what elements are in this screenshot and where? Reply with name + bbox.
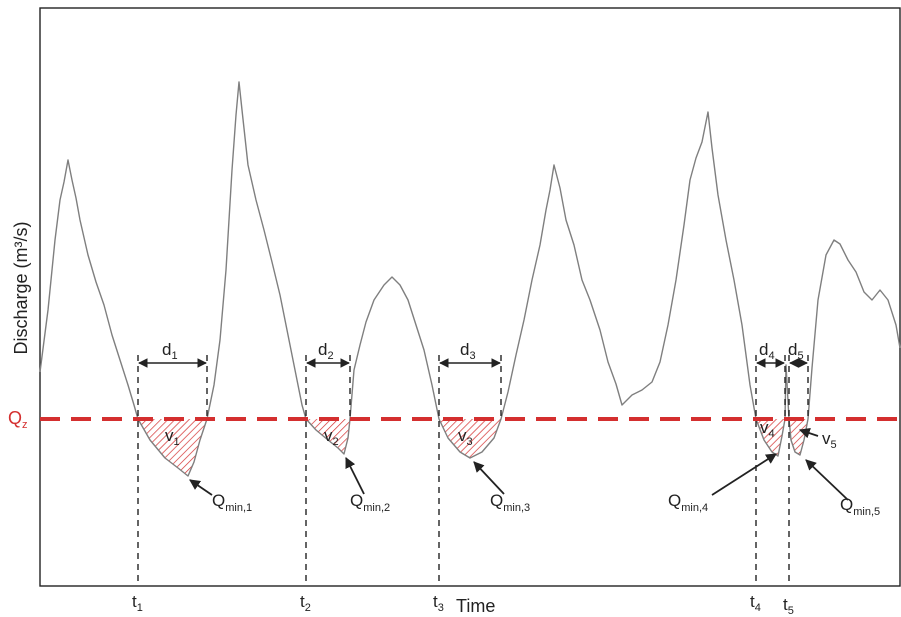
threshold-label: Qz [8,408,28,431]
deficit-area-3 [439,419,501,458]
qmin-label-4: Qmin,4 [668,491,708,514]
deficit-label-3: v3 [458,426,473,448]
deficit-label-2: v2 [324,426,339,448]
qmin-pointer-4 [711,453,777,496]
deficit-area-2 [306,419,350,454]
deficit-area-1 [138,419,207,476]
deficit-label-4: v4 [760,418,775,440]
duration-label-3: d3 [460,340,476,362]
qmin-pointer-3 [473,461,505,495]
deficit-label-1: v1 [165,426,180,448]
time-label-3: t3 [433,592,444,614]
time-label-4: t4 [750,592,761,614]
time-label-5: t5 [783,595,794,617]
time-label-2: t2 [300,592,311,614]
v5-pointer [798,427,819,439]
qmin-label-1: Qmin,1 [212,491,252,514]
duration-label-1: d1 [162,340,178,362]
time-label-1: t1 [132,592,143,614]
duration-label-5: d5 [788,340,804,362]
qmin-label-5: Qmin,5 [840,495,880,518]
qmin-label-3: Qmin,3 [490,491,530,514]
deficit-areas [138,419,808,476]
qmin-pointer-1 [189,479,213,496]
qmin-pointer-5 [805,459,849,501]
hydrograph-line [39,81,901,477]
qmin-pointers [189,427,849,501]
deficit-label-5: v5 [822,429,837,451]
event-boundaries [137,355,809,586]
x-axis-title: Time [456,596,495,616]
qmin-label-2: Qmin,2 [350,491,390,514]
duration-label-2: d2 [318,340,334,362]
duration-label-4: d4 [759,340,775,362]
y-axis-title: Discharge (m³/s) [11,221,31,354]
plot-frame [39,7,901,587]
qmin-pointer-2 [345,457,365,495]
deficit-area-4 [756,419,785,456]
